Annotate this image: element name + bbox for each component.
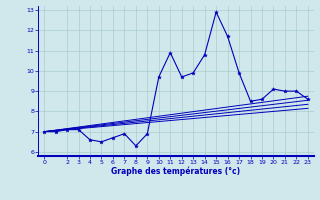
X-axis label: Graphe des températures (°c): Graphe des températures (°c) — [111, 167, 241, 176]
